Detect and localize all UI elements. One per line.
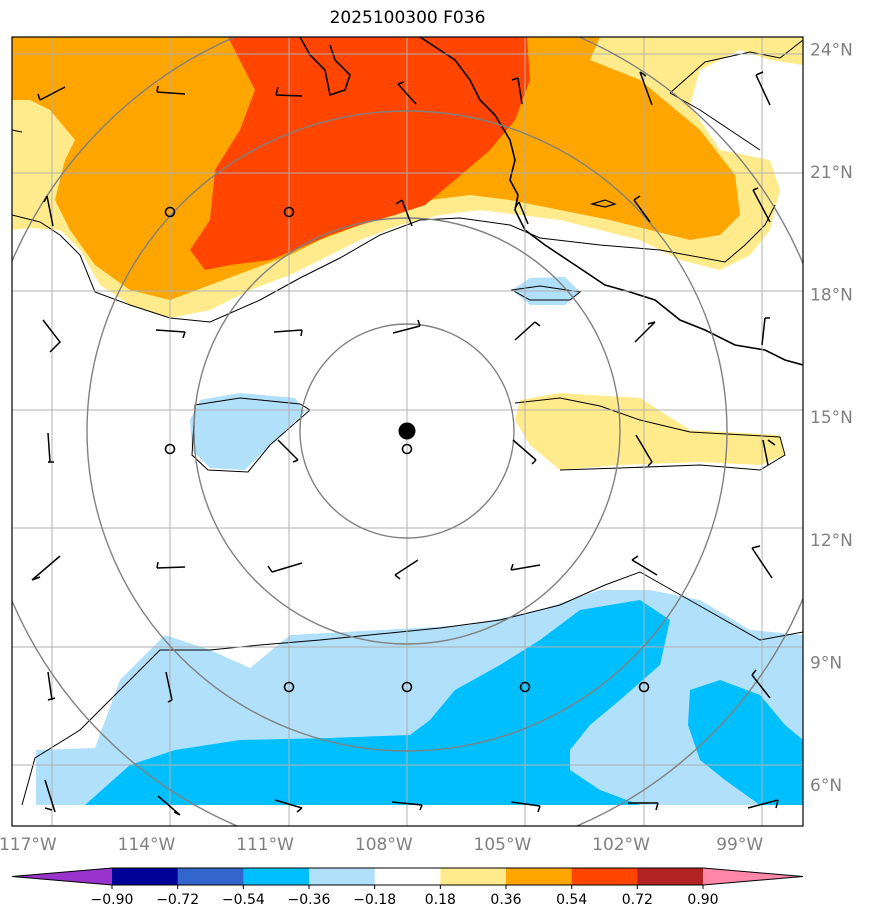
lat-label: 18°N [810, 286, 853, 306]
colorbar-segment [243, 868, 310, 885]
graticule [12, 37, 803, 826]
latitude-labels: 24°N 21°N 18°N 15°N 12°N 9°N 6°N [810, 40, 853, 796]
colorbar-segment [637, 868, 704, 885]
anomaly-neg-036-southeast [688, 680, 803, 805]
calm-wind-markers [164, 206, 650, 693]
colorbar-segment [440, 868, 507, 885]
map-panel [12, 37, 803, 826]
colorbar-segment [309, 868, 376, 885]
lon-label: 111°W [236, 835, 294, 855]
range-rings [12, 37, 803, 826]
colorbar: −0.90 −0.72 −0.54 −0.36 −0.18 0.18 0.36 0.54 0.7… [11, 867, 804, 908]
colorbar-extend-high [703, 868, 803, 885]
contour-lines [12, 39, 803, 806]
lat-label: 21°N [810, 163, 853, 183]
colorbar-tick-label: 0.18 [425, 892, 456, 908]
lat-label: 6°N [810, 776, 842, 796]
colorbar-segment [506, 868, 573, 885]
colorbar-tick-label: −0.72 [156, 892, 199, 908]
colorbar-tick-label: −0.90 [91, 892, 134, 908]
lon-label: 102°W [592, 835, 650, 855]
coastline [419, 37, 803, 366]
wind-barbs [31, 71, 779, 816]
lon-label: 108°W [355, 835, 413, 855]
colorbar-segment [571, 868, 638, 885]
lon-label: 117°W [0, 835, 57, 855]
island [589, 199, 617, 208]
lat-label: 9°N [810, 653, 842, 673]
colorbar-tick-label: −0.54 [222, 892, 265, 908]
colorbar-tick-label: −0.18 [353, 892, 396, 908]
longitude-labels: 117°W 114°W 111°W 108°W 105°W 102°W 99°W [0, 835, 763, 855]
lon-label: 105°W [474, 835, 532, 855]
map-frame [11, 36, 804, 827]
colorbar-segment [177, 868, 244, 885]
colorbar-tick-label: 0.90 [687, 892, 718, 908]
colorbar-tick-label: 0.36 [490, 892, 521, 908]
colorbar-extend-low [12, 868, 112, 885]
anomaly-pos-018-east [515, 393, 785, 470]
anomaly-neg-036-south [85, 600, 670, 805]
anomaly-pos-054-north [190, 37, 530, 270]
colorbar-tick-label: 0.54 [556, 892, 587, 908]
anomaly-neg-018-west [190, 393, 305, 470]
lat-label: 24°N [810, 40, 853, 60]
lat-label: 12°N [810, 531, 853, 551]
lat-label: 15°N [810, 408, 853, 428]
coastline-north [299, 37, 351, 97]
colorbar-segment [374, 868, 441, 885]
colorbar-tick-label: 0.72 [622, 892, 653, 908]
colorbar-segment [112, 868, 179, 885]
lon-label: 99°W [716, 835, 763, 855]
colorbar-tick-label: −0.36 [288, 892, 331, 908]
map-title: 2025100300 F036 [329, 8, 486, 28]
storm-center-marker [398, 422, 416, 440]
lon-label: 114°W [118, 835, 176, 855]
